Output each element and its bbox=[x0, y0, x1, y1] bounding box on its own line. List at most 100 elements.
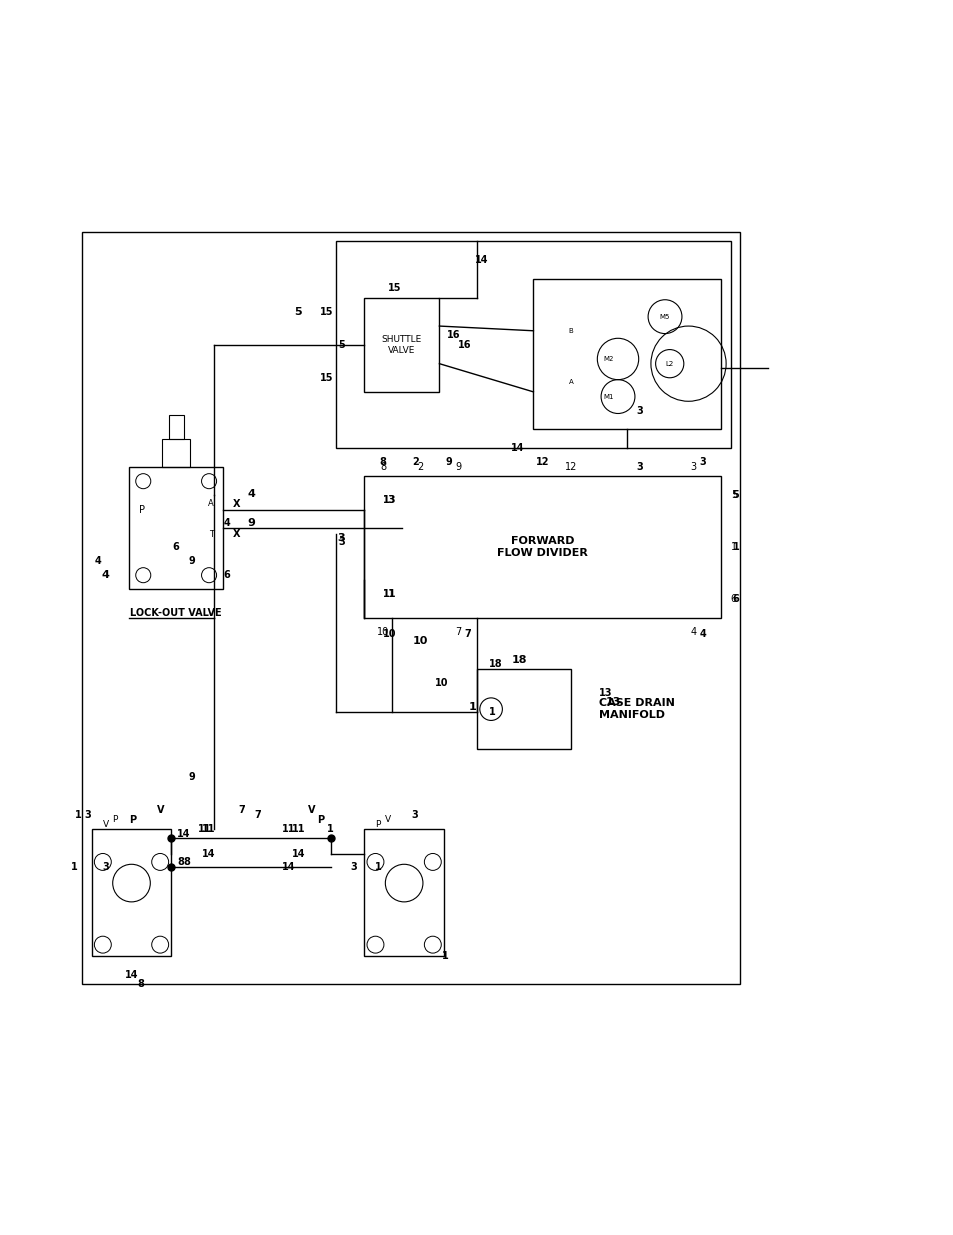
Text: 5: 5 bbox=[732, 490, 739, 500]
Text: 1: 1 bbox=[441, 951, 448, 961]
Text: A: A bbox=[208, 499, 213, 509]
Text: 7: 7 bbox=[238, 805, 245, 815]
Bar bbox=[364, 477, 720, 618]
Text: P: P bbox=[375, 820, 380, 829]
Text: 7: 7 bbox=[253, 810, 260, 820]
Text: 9: 9 bbox=[188, 556, 194, 566]
Text: 15: 15 bbox=[388, 284, 401, 294]
Text: 4: 4 bbox=[94, 556, 101, 566]
Text: B: B bbox=[568, 327, 573, 333]
Text: L2: L2 bbox=[665, 361, 673, 367]
Text: 3: 3 bbox=[689, 462, 696, 472]
Text: 13: 13 bbox=[382, 495, 396, 505]
Text: 2: 2 bbox=[417, 462, 423, 472]
Text: 11: 11 bbox=[197, 824, 211, 835]
Text: V: V bbox=[157, 805, 165, 815]
Text: 6: 6 bbox=[730, 594, 736, 604]
Text: 3: 3 bbox=[85, 810, 91, 820]
Text: 13: 13 bbox=[598, 688, 612, 698]
Text: 10: 10 bbox=[382, 630, 396, 640]
Text: 9: 9 bbox=[188, 772, 194, 782]
Text: 6: 6 bbox=[223, 571, 230, 580]
Text: 11: 11 bbox=[292, 824, 305, 834]
Text: 14: 14 bbox=[125, 969, 138, 979]
Bar bbox=[82, 232, 740, 984]
Text: FORWARD
FLOW DIVIDER: FORWARD FLOW DIVIDER bbox=[497, 536, 588, 558]
Bar bbox=[91, 829, 172, 956]
Bar bbox=[364, 829, 444, 956]
Text: 8: 8 bbox=[379, 457, 386, 467]
Text: LOCK-OUT VALVE: LOCK-OUT VALVE bbox=[131, 608, 222, 618]
Text: 12: 12 bbox=[536, 457, 549, 467]
Text: 10: 10 bbox=[435, 678, 448, 688]
Bar bbox=[476, 669, 571, 750]
Text: 8: 8 bbox=[177, 857, 184, 867]
Text: 1: 1 bbox=[732, 542, 739, 552]
Text: 14: 14 bbox=[510, 443, 523, 453]
Text: 3: 3 bbox=[699, 457, 705, 467]
Text: P: P bbox=[316, 815, 324, 825]
Text: 15: 15 bbox=[319, 373, 333, 383]
Text: 3: 3 bbox=[350, 862, 356, 872]
Text: M1: M1 bbox=[602, 394, 613, 400]
Text: 1: 1 bbox=[730, 542, 736, 552]
Text: 9: 9 bbox=[445, 457, 452, 467]
Text: 1: 1 bbox=[71, 862, 77, 872]
Text: 14: 14 bbox=[475, 254, 488, 266]
Text: 14: 14 bbox=[176, 829, 190, 839]
Text: 18: 18 bbox=[511, 655, 526, 664]
Text: 4: 4 bbox=[699, 630, 705, 640]
Text: 3: 3 bbox=[411, 810, 417, 820]
Text: P: P bbox=[129, 815, 136, 825]
Text: 14: 14 bbox=[202, 850, 215, 860]
Text: P: P bbox=[138, 505, 145, 515]
Text: 13: 13 bbox=[382, 495, 395, 505]
Text: 18: 18 bbox=[489, 659, 502, 669]
Text: 1: 1 bbox=[489, 706, 496, 716]
Text: 7: 7 bbox=[455, 626, 461, 636]
Bar bbox=[129, 467, 223, 589]
Text: 9: 9 bbox=[455, 462, 461, 472]
Text: 4: 4 bbox=[247, 489, 255, 499]
Text: 4: 4 bbox=[223, 519, 230, 529]
Bar bbox=[364, 298, 439, 391]
Text: 11: 11 bbox=[202, 824, 215, 834]
Text: 1: 1 bbox=[468, 701, 476, 711]
Text: P: P bbox=[112, 815, 117, 824]
Text: V: V bbox=[384, 815, 391, 824]
Text: 3: 3 bbox=[637, 462, 643, 472]
Text: 3: 3 bbox=[637, 405, 643, 416]
Text: 11: 11 bbox=[382, 589, 396, 599]
Text: 8: 8 bbox=[137, 979, 144, 989]
Text: 16: 16 bbox=[446, 331, 459, 341]
Text: 8: 8 bbox=[183, 857, 190, 867]
Text: 11: 11 bbox=[282, 824, 295, 835]
Text: 5: 5 bbox=[730, 490, 737, 500]
Text: 14: 14 bbox=[292, 850, 305, 860]
Text: 13: 13 bbox=[605, 697, 620, 708]
Text: 5: 5 bbox=[294, 308, 302, 317]
Text: T: T bbox=[209, 530, 213, 538]
Text: M2: M2 bbox=[603, 356, 613, 362]
Bar bbox=[533, 279, 720, 430]
Text: 3: 3 bbox=[338, 537, 345, 547]
Text: 2: 2 bbox=[412, 457, 418, 467]
Text: 5: 5 bbox=[338, 340, 345, 350]
Text: V: V bbox=[308, 805, 314, 815]
Text: X: X bbox=[233, 499, 240, 509]
Text: 6: 6 bbox=[172, 541, 179, 552]
Text: 16: 16 bbox=[457, 340, 471, 350]
Bar bbox=[335, 242, 730, 448]
Text: X: X bbox=[233, 530, 240, 540]
Text: 8: 8 bbox=[379, 462, 386, 472]
Text: 1: 1 bbox=[375, 862, 381, 872]
Text: 4: 4 bbox=[102, 571, 110, 580]
Text: 1: 1 bbox=[75, 810, 82, 820]
Bar bbox=[169, 415, 184, 438]
Text: 14: 14 bbox=[282, 862, 295, 872]
Text: 7: 7 bbox=[464, 630, 471, 640]
Text: V: V bbox=[103, 820, 109, 829]
Text: 3: 3 bbox=[336, 532, 344, 542]
Text: M5: M5 bbox=[659, 314, 670, 320]
Text: SHUTTLE
VALVE: SHUTTLE VALVE bbox=[381, 335, 421, 354]
